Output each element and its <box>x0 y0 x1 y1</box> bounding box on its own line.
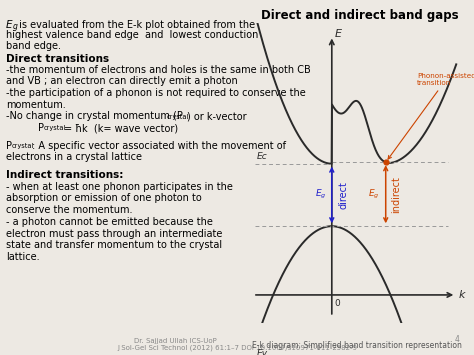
Text: conserve the momentum.: conserve the momentum. <box>6 205 132 215</box>
Text: J Sol-Gel Sci Technol (2012) 61:1–7 DOI 10.1007/s10971-011-2582-9: J Sol-Gel Sci Technol (2012) 61:1–7 DOI … <box>117 344 357 351</box>
Text: 4: 4 <box>455 335 460 344</box>
Text: Direct and indirect band gaps: Direct and indirect band gaps <box>262 9 459 22</box>
Text: electron must pass through an intermediate: electron must pass through an intermedia… <box>6 229 222 239</box>
Text: crystal: crystal <box>167 114 189 120</box>
Text: indirect: indirect <box>392 176 401 213</box>
Text: momentum.: momentum. <box>6 100 65 110</box>
Text: electrons in a crystal lattice: electrons in a crystal lattice <box>6 153 142 163</box>
Text: - a photon cannot be emitted because the: - a photon cannot be emitted because the <box>6 217 212 227</box>
Text: = ħk  (k= wave vector): = ħk (k= wave vector) <box>64 123 178 133</box>
Text: E: E <box>334 29 341 39</box>
Text: crystal: crystal <box>44 125 66 131</box>
Text: -the participation of a phonon is not required to conserve the: -the participation of a phonon is not re… <box>6 88 305 98</box>
Text: Indirect transitions:: Indirect transitions: <box>6 170 123 180</box>
Text: g: g <box>12 22 17 31</box>
Text: is evaluated from the E-k plot obtained from the: is evaluated from the E-k plot obtained … <box>16 20 255 29</box>
Text: E-k diagram: Simplified band transition representation: E-k diagram: Simplified band transition … <box>252 341 462 350</box>
Text: E: E <box>6 20 12 29</box>
Text: Dr. Sajjad Ullah ICS-UoP: Dr. Sajjad Ullah ICS-UoP <box>134 338 217 344</box>
Text: direct: direct <box>338 181 348 209</box>
Text: $E_g$: $E_g$ <box>368 188 380 201</box>
Text: lattice.: lattice. <box>6 252 39 262</box>
Text: -the momentum of electrons and holes is the same in both CB: -the momentum of electrons and holes is … <box>6 65 310 75</box>
Text: state and transfer momentum to the crystal: state and transfer momentum to the cryst… <box>6 240 222 250</box>
Text: absorption or emission of one photon to: absorption or emission of one photon to <box>6 193 201 203</box>
Text: -No change in crystal momentum (P: -No change in crystal momentum (P <box>6 111 182 121</box>
Text: : A specific vector associated with the movement of: : A specific vector associated with the … <box>32 141 286 151</box>
Text: P: P <box>6 141 12 151</box>
Text: - when at least one phonon participates in the: - when at least one phonon participates … <box>6 182 233 192</box>
Text: P: P <box>38 123 44 133</box>
Text: Ev: Ev <box>256 349 267 355</box>
Text: crystal: crystal <box>11 143 34 149</box>
Text: $E_g$: $E_g$ <box>315 189 327 202</box>
Text: and VB ; an electron can directly emit a photon: and VB ; an electron can directly emit a… <box>6 76 237 86</box>
Text: Direct transitions: Direct transitions <box>6 54 109 64</box>
Text: band edge.: band edge. <box>6 41 61 51</box>
Text: ) or k-vector: ) or k-vector <box>187 111 247 121</box>
Text: 0: 0 <box>334 299 340 308</box>
Text: Phonon-assisted
transition: Phonon-assisted transition <box>388 73 474 159</box>
Text: highest valence band edge  and  lowest conduction: highest valence band edge and lowest con… <box>6 30 258 40</box>
Text: k: k <box>458 290 465 300</box>
Text: Ec: Ec <box>256 152 267 160</box>
